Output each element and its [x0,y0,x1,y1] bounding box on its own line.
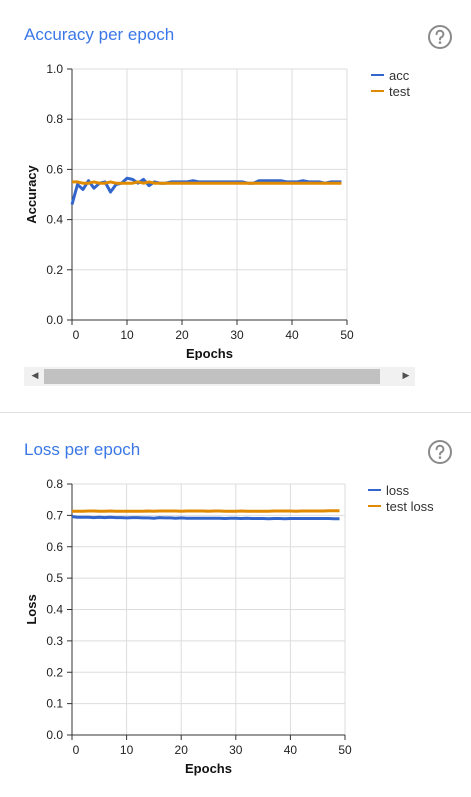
x-tick-label: 20 [175,743,189,757]
legend-label: test loss [386,499,434,514]
x-tick-label: 0 [73,328,80,342]
y-tick-label: 0.8 [46,477,63,491]
y-tick-label: 0.6 [46,540,63,554]
scroll-right-arrow-icon[interactable]: ▶ [402,371,410,381]
accuracy-line-chart: 0.0 0.2 0.4 0.6 0.8 1.0 0 10 20 30 40 50 Epochs Accur… [24,62,410,360]
horizontal-scrollbar[interactable]: ◀ ▶ [24,367,415,386]
y-tick-label: 0.1 [46,697,63,711]
legend-label: loss [386,483,410,498]
scrollbar-thumb[interactable] [44,369,380,384]
y-tick-label: 0.8 [46,112,63,126]
x-tick-label: 10 [120,743,134,757]
y-tick-label: 0.6 [46,162,63,176]
y-tick-label: 0.0 [46,313,63,327]
series-line-test-loss [72,509,340,513]
y-tick-label: 0.7 [46,508,63,522]
y-tick-label: 0.3 [46,634,63,648]
x-tick-label: 30 [229,743,243,757]
x-tick-label: 40 [285,328,299,342]
help-circle-icon[interactable] [427,439,453,465]
legend-label: test [389,84,410,99]
x-axis-label: Epochs [185,761,232,776]
x-tick-label: 50 [338,743,352,757]
y-tick-label: 1.0 [46,62,63,76]
x-axis-label: Epochs [186,346,233,360]
x-tick-label: 0 [73,743,80,757]
y-tick-label: 0.4 [46,213,63,227]
series-line-test [72,180,342,185]
y-tick-label: 0.4 [46,603,63,617]
x-tick-label: 30 [230,328,244,342]
x-tick-label: 10 [120,328,134,342]
help-circle-icon[interactable] [427,24,453,50]
section-divider [0,412,471,413]
x-tick-label: 40 [284,743,298,757]
accuracy-chart-title: Accuracy per epoch [24,25,175,44]
y-tick-label: 0.2 [46,665,63,679]
y-axis-label: Loss [24,594,39,624]
y-tick-label: 0.2 [46,263,63,277]
x-tick-label: 20 [175,328,189,342]
y-tick-label: 0.0 [46,728,63,742]
series-line-loss [71,515,340,521]
loss-chart-title: Loss per epoch [24,440,141,459]
y-tick-label: 0.5 [46,571,63,585]
y-axis-label: Accuracy [24,164,39,223]
legend-label: acc [389,68,410,83]
x-tick-label: 50 [340,328,354,342]
scroll-left-arrow-icon[interactable]: ◀ [31,371,39,381]
